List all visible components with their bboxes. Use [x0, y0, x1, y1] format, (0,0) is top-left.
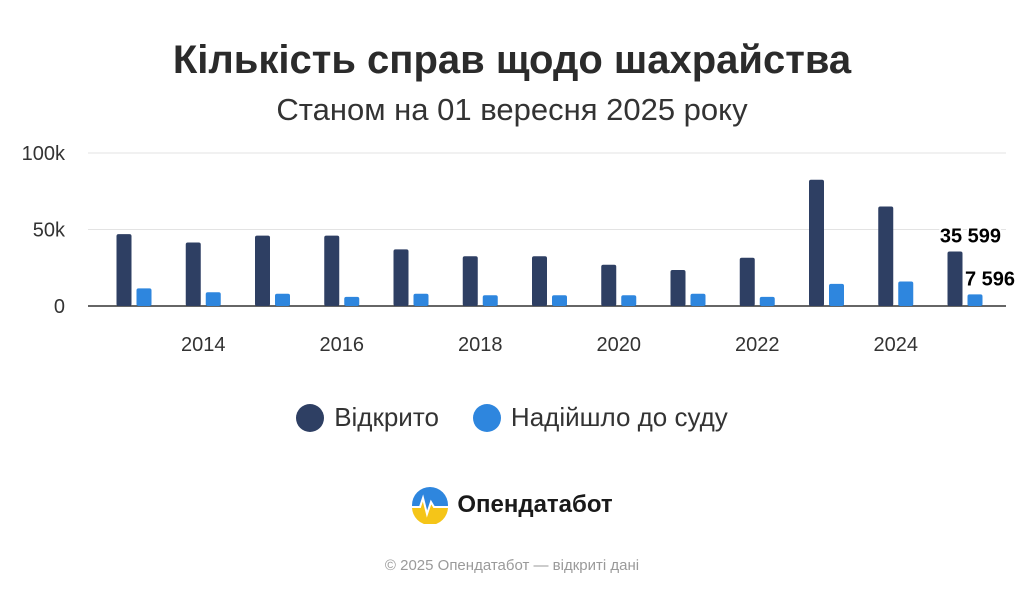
y-tick-label: 100k — [22, 143, 66, 165]
bar-opened[interactable] — [809, 179, 824, 306]
y-tick-label: 50k — [33, 220, 66, 242]
gridlines — [88, 152, 1006, 307]
x-tick-label: 2018 — [458, 334, 503, 356]
bar-to-court[interactable] — [552, 295, 567, 306]
bar-opened[interactable] — [324, 235, 340, 306]
footer-copyright: © 2025 Опендатабот — відкриті дані — [384, 557, 640, 574]
bar-opened[interactable] — [947, 251, 963, 306]
legend-label-to-court: Надійшло до суду — [510, 402, 728, 432]
legend-item-to-court[interactable]: Надійшло до суду — [472, 402, 728, 433]
x-tick-label: 2024 — [874, 334, 919, 356]
chart-subtitle: Станом на 01 вересня 2025 року — [276, 92, 748, 127]
bar-chart: 0 50k 100k 2014 2016 2018 2020 2022 2024 35 599… — [22, 143, 1017, 356]
bar-to-court[interactable] — [690, 293, 706, 306]
bars — [116, 179, 983, 306]
bar-to-court[interactable] — [621, 295, 637, 306]
chart-title: Кількість справ щодо шахрайства — [172, 38, 852, 82]
bar-to-court[interactable] — [275, 293, 290, 306]
data-label-opened: 35 599 — [940, 226, 1001, 248]
x-axis-ticks: 2014 2016 2018 2020 2022 2024 — [181, 334, 918, 356]
bar-opened[interactable] — [255, 235, 270, 306]
legend-label-opened: Відкрито — [334, 402, 439, 432]
bar-opened[interactable] — [878, 206, 894, 306]
bar-to-court[interactable] — [482, 295, 498, 306]
bar-opened[interactable] — [601, 264, 617, 306]
brand-logo: Опендатабот — [0, 486, 1024, 524]
bar-to-court[interactable] — [967, 294, 983, 306]
bar-to-court[interactable] — [136, 288, 152, 306]
bar-opened[interactable] — [739, 257, 755, 306]
bar-to-court[interactable] — [759, 296, 775, 306]
bar-opened[interactable] — [393, 249, 409, 306]
bar-opened[interactable] — [532, 256, 547, 306]
x-tick-label: 2016 — [320, 334, 365, 356]
legend: Відкрито Надійшло до суду — [0, 402, 1024, 433]
bar-opened[interactable] — [670, 270, 686, 306]
bar-to-court[interactable] — [829, 283, 844, 306]
bar-to-court[interactable] — [413, 293, 429, 306]
data-labels: 35 599 7 596 — [938, 224, 1017, 293]
legend-dot-opened — [296, 403, 325, 432]
legend-item-opened[interactable]: Відкрито — [296, 402, 439, 433]
bar-opened[interactable] — [116, 234, 132, 306]
bar-to-court[interactable] — [205, 292, 221, 306]
bar-opened[interactable] — [185, 242, 201, 306]
data-label-to-court: 7 596 — [965, 268, 1015, 290]
bar-to-court[interactable] — [898, 281, 914, 306]
y-axis-ticks: 0 50k 100k — [22, 143, 66, 318]
bar-opened[interactable] — [462, 256, 478, 306]
legend-dot-to-court — [472, 403, 501, 432]
bar-to-court[interactable] — [344, 296, 360, 306]
x-tick-label: 2020 — [597, 334, 642, 356]
x-tick-label: 2014 — [181, 334, 226, 356]
opendatabot-logo-icon — [412, 487, 449, 524]
y-tick-label: 0 — [54, 296, 65, 318]
x-tick-label: 2022 — [735, 334, 780, 356]
brand-name: Опендатабот — [457, 491, 613, 518]
